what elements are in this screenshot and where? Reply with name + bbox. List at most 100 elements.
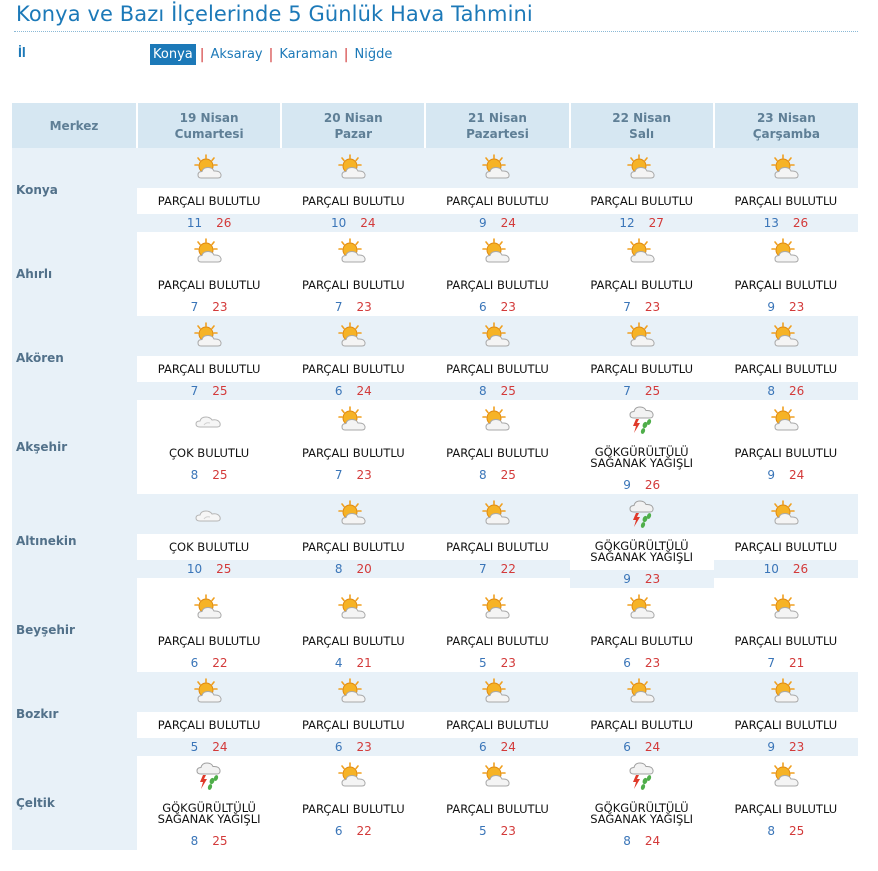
forecast-cell: PARÇALI BULUTLU 6 24 — [425, 672, 570, 756]
province-link-karaman[interactable]: Karaman — [279, 47, 338, 62]
province-link-aksaray[interactable]: Aksaray — [210, 47, 263, 62]
province-label: İl — [18, 44, 26, 60]
min-temperature: 9 — [767, 468, 776, 482]
district-name: Ahırlı — [12, 232, 137, 316]
min-temperature: 6 — [623, 656, 631, 670]
temperature-range: 11 26 — [137, 214, 282, 232]
temperature-range: 8 25 — [425, 466, 569, 484]
forecast-cell: ÇOK BULUTLU 8 25 — [137, 400, 281, 494]
forecast-cell: PARÇALI BULUTLU 6 24 — [281, 316, 426, 400]
max-temperature: 23 — [644, 656, 661, 670]
partly-cloudy-icon — [480, 321, 514, 351]
forecast-cell: GÖKGÜRÜLTÜLÜ SAĞANAK YAĞIŞLI 9 23 — [569, 494, 714, 588]
temperature-range: 8 25 — [137, 832, 281, 850]
max-temperature: 26 — [792, 562, 809, 576]
condition-label: PARÇALI BULUTLU — [301, 193, 405, 208]
condition-text: ÇOK BULUTLU — [137, 440, 281, 466]
district-name: Konya — [12, 148, 137, 232]
forecast-body: Konya PARÇALI BULUTLU 11 26 — [12, 148, 858, 850]
condition-label: PARÇALI BULUTLU — [734, 445, 838, 460]
weather-icon-wrap — [281, 316, 426, 356]
province-selector: Konya | Aksaray | Karaman | Niğde — [150, 44, 394, 65]
temperature-range: 5 23 — [425, 654, 569, 672]
weather-icon-wrap — [713, 672, 858, 712]
forecast-cell: PARÇALI BULUTLU 6 23 — [425, 232, 569, 316]
condition-text: PARÇALI BULUTLU — [281, 712, 425, 738]
condition-text: PARÇALI BULUTLU — [570, 188, 714, 214]
day-weekday: Pazar — [334, 126, 373, 141]
max-temperature: 24 — [500, 216, 516, 230]
min-temperature: 8 — [767, 384, 776, 398]
min-temperature: 8 — [623, 834, 631, 848]
table-row: Çeltik GÖKGÜRÜLTÜLÜ SAĞANAK YAĞIŞLI 8 25 — [12, 756, 858, 850]
forecast-cell: PARÇALI BULUTLU 5 23 — [425, 588, 569, 672]
separator: | — [268, 46, 274, 63]
weather-icon-wrap — [281, 148, 426, 188]
forecast-cell: PARÇALI BULUTLU 8 20 — [281, 494, 426, 588]
min-temperature: 9 — [479, 216, 487, 230]
weather-icon-wrap — [425, 494, 570, 534]
min-temperature: 10 — [763, 562, 779, 576]
min-temperature: 7 — [479, 562, 487, 576]
temperature-range: 8 25 — [137, 466, 281, 484]
condition-label: PARÇALI BULUTLU — [734, 277, 838, 292]
min-temperature: 13 — [763, 216, 779, 230]
condition-label: PARÇALI BULUTLU — [446, 633, 549, 648]
partly-cloudy-icon — [625, 153, 659, 183]
province-link-nigde[interactable]: Niğde — [354, 47, 393, 62]
condition-text: PARÇALI BULUTLU — [281, 534, 425, 560]
forecast-cell: PARÇALI BULUTLU 8 25 — [714, 756, 858, 850]
weather-icon-wrap — [137, 316, 282, 356]
temperature-range: 7 23 — [570, 298, 714, 316]
province-link-konya[interactable]: Konya — [150, 44, 196, 65]
partly-cloudy-icon — [769, 499, 803, 529]
condition-text: GÖKGÜRÜLTÜLÜ SAĞANAK YAĞIŞLI — [570, 440, 714, 476]
weather-icon-wrap — [713, 148, 858, 188]
weather-icon-wrap — [425, 400, 569, 440]
forecast-cell: PARÇALI BULUTLU 7 23 — [281, 400, 425, 494]
forecast-cell: PARÇALI BULUTLU 7 21 — [714, 588, 858, 672]
partly-cloudy-icon — [625, 677, 659, 707]
condition-label: PARÇALI BULUTLU — [446, 801, 549, 816]
partly-cloudy-icon — [480, 761, 514, 791]
forecast-cell: PARÇALI BULUTLU 9 23 — [713, 672, 858, 756]
partly-cloudy-icon — [480, 405, 514, 435]
day-header: 20 Nisan Pazar — [280, 103, 426, 148]
condition-text: PARÇALI BULUTLU — [281, 356, 425, 382]
condition-label: PARÇALI BULUTLU — [301, 539, 405, 554]
condition-label: ÇOK BULUTLU — [169, 539, 250, 554]
weather-icon-wrap — [137, 588, 281, 628]
max-temperature: 23 — [356, 740, 372, 754]
condition-text: PARÇALI BULUTLU — [570, 712, 714, 738]
max-temperature: 25 — [789, 824, 805, 838]
condition-label: PARÇALI BULUTLU — [590, 717, 693, 732]
forecast-cell: PARÇALI BULUTLU 8 25 — [425, 316, 570, 400]
forecast-cell: PARÇALI BULUTLU 7 22 — [425, 494, 570, 588]
forecast-cell: PARÇALI BULUTLU 6 22 — [137, 588, 281, 672]
max-temperature: 20 — [356, 562, 372, 576]
title-divider — [14, 31, 858, 32]
condition-label: PARÇALI BULUTLU — [301, 633, 405, 648]
temperature-range: 10 26 — [713, 560, 858, 578]
table-row: Ahırlı PARÇALI BULUTLU 7 23 — [12, 232, 858, 316]
weather-icon-wrap — [425, 756, 569, 796]
temperature-range: 7 21 — [714, 654, 858, 672]
day-header: 22 Nisan Salı — [568, 103, 714, 148]
table-header-row: Merkez 19 Nisan Cumartesi 20 Nisan Pazar 2… — [12, 103, 858, 148]
condition-label: PARÇALI BULUTLU — [734, 801, 838, 816]
max-temperature: 23 — [789, 300, 805, 314]
condition-label: PARÇALI BULUTLU — [590, 361, 693, 376]
max-temperature: 23 — [644, 300, 661, 314]
min-temperature: 5 — [479, 656, 487, 670]
condition-label: PARÇALI BULUTLU — [446, 277, 549, 292]
condition-label: PARÇALI BULUTLU — [446, 539, 549, 554]
partly-cloudy-icon — [336, 321, 370, 351]
condition-label: PARÇALI BULUTLU — [590, 193, 693, 208]
table-row: Akşehir ÇOK BULUTLU 8 25 PARÇA — [12, 400, 858, 494]
weather-icon-wrap — [281, 588, 425, 628]
forecast-cell: PARÇALI BULUTLU 10 24 — [281, 148, 426, 232]
max-temperature: 22 — [212, 656, 228, 670]
min-temperature: 7 — [190, 300, 199, 314]
weather-icon-wrap — [425, 232, 569, 272]
partly-cloudy-icon — [625, 237, 659, 267]
